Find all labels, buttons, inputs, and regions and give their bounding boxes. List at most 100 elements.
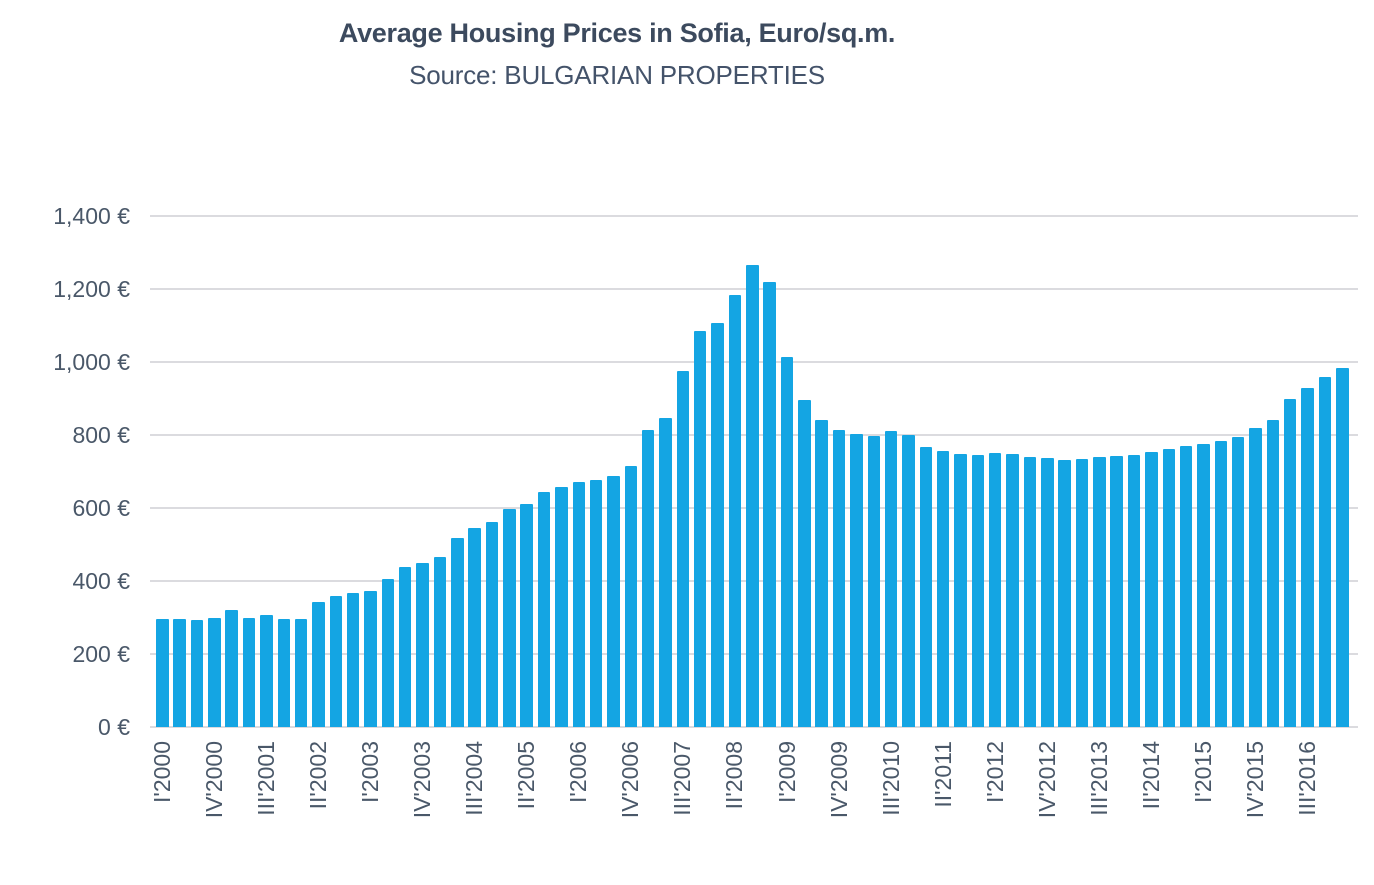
- x-tick-label-IV'2003: IV'2003: [409, 741, 436, 819]
- bar-I'2017: [1336, 367, 1349, 727]
- y-tick-label: 600 €: [72, 495, 130, 521]
- bar-II'2015: [1214, 441, 1228, 727]
- x-tick-label-I'2003: I'2003: [357, 741, 383, 803]
- bar-I'2015: [1197, 443, 1210, 727]
- y-tick-label: 200 €: [72, 641, 130, 667]
- bar-IV'2014: [1179, 445, 1193, 727]
- x-tick-label-III'2016: III'2016: [1294, 741, 1321, 816]
- x-tick-label-I'2009: I'2009: [773, 741, 800, 803]
- bar-III'2011: [954, 454, 967, 727]
- bar-II'2011: [936, 451, 950, 727]
- bar-IV'2013: [1110, 455, 1123, 727]
- gridline-1400: [150, 215, 1358, 217]
- bar-IV'2012: [1041, 457, 1054, 727]
- x-tick-label-I'2012: I'2012: [981, 741, 1008, 803]
- bar-III'2006: [607, 475, 620, 727]
- y-tick-label: 1,000 €: [53, 349, 130, 375]
- bar-IV'2007: [693, 331, 707, 727]
- x-tick-label-III'2013: III'2013: [1085, 741, 1112, 816]
- bar-III'2013: [1093, 457, 1106, 727]
- bar-I'2005: [503, 509, 516, 727]
- bar-III'2001: [260, 614, 273, 727]
- bar-III'2012: [1023, 456, 1037, 727]
- bar-IV'2002: [346, 592, 360, 727]
- bar-II'2007: [659, 417, 672, 727]
- bar-IV'2008: [763, 282, 776, 727]
- bar-III'2009: [815, 419, 828, 727]
- bar-II'2012: [1006, 454, 1019, 727]
- x-tick-label-III'2004: III'2004: [461, 741, 488, 816]
- bar-I'2008: [711, 322, 724, 727]
- bar-II'2013: [1075, 458, 1089, 727]
- bar-II'2016: [1283, 398, 1297, 727]
- bar-I'2003: [364, 590, 377, 727]
- bar-IV'2011: [971, 455, 985, 727]
- bar-I'2013: [1058, 460, 1071, 727]
- bar-II'2006: [589, 479, 603, 727]
- bar-I'2007: [641, 429, 655, 727]
- bar-I'2010: [850, 434, 863, 727]
- x-tick-label-III'2007: III'2007: [669, 741, 696, 816]
- bar-II'2014: [1145, 452, 1158, 727]
- x-tick-label-II'2014: II'2014: [1137, 741, 1164, 810]
- bar-I'2016: [1266, 420, 1280, 727]
- x-tick-label-II'2002: II'2002: [305, 741, 331, 810]
- bar-I'2001: [225, 609, 238, 727]
- bar-IV'2010: [902, 435, 915, 727]
- bar-I'2006: [572, 481, 586, 727]
- bar-I'2012: [988, 453, 1002, 728]
- bar-III'2015: [1231, 436, 1245, 727]
- x-tick-label-IV'2006: IV'2006: [617, 741, 644, 819]
- bar-IV'2000: [208, 618, 221, 727]
- bar-III'2000: [190, 620, 204, 727]
- y-tick-label: 1,200 €: [53, 276, 130, 302]
- chart-subtitle: Source: BULGARIAN PROPERTIES: [409, 60, 825, 90]
- gridline-0: [150, 726, 1358, 728]
- x-tick-label-III'2001: III'2001: [252, 741, 279, 816]
- bar-IV'2001: [277, 619, 291, 727]
- bar-IV'2016: [1318, 376, 1332, 727]
- x-tick-label-I'2015: I'2015: [1190, 741, 1216, 803]
- bar-IV'2003: [416, 562, 429, 728]
- bar-II'2002: [312, 602, 325, 727]
- bar-IV'2004: [485, 521, 499, 727]
- bar-III'2016: [1301, 387, 1314, 727]
- bar-II'2003: [381, 579, 395, 727]
- bar-I'2009: [780, 356, 794, 727]
- bar-II'2010: [867, 436, 881, 727]
- bar-III'2003: [398, 567, 412, 727]
- bar-I'2000: [156, 619, 169, 727]
- bar-III'2004: [468, 528, 481, 727]
- x-tick-label-I'2006: I'2006: [565, 741, 592, 803]
- bar-III'2008: [746, 264, 759, 727]
- bar-II'2000: [173, 619, 186, 727]
- x-tick-label-I'2000: I'2000: [148, 741, 175, 803]
- y-tick-label: 400 €: [72, 568, 130, 594]
- bar-III'2002: [329, 595, 343, 727]
- bar-I'2002: [294, 618, 308, 727]
- x-tick-label-II'2008: II'2008: [721, 741, 748, 810]
- bar-I'2011: [919, 446, 933, 727]
- x-tick-label-IV'2000: IV'2000: [200, 741, 227, 819]
- x-tick-label-III'2010: III'2010: [877, 741, 904, 816]
- bar-I'2014: [1127, 455, 1141, 727]
- x-tick-label-IV'2015: IV'2015: [1242, 741, 1268, 819]
- bar-II'2001: [242, 618, 256, 727]
- bar-I'2004: [433, 557, 447, 727]
- bar-IV'2005: [555, 486, 568, 727]
- x-tick-label-II'2011: II'2011: [929, 741, 956, 808]
- bar-IV'2015: [1249, 428, 1262, 727]
- y-tick-label: 1,400 €: [53, 203, 130, 229]
- y-tick-label: 800 €: [72, 422, 130, 448]
- bar-III'2014: [1162, 448, 1176, 727]
- x-tick-label-II'2005: II'2005: [513, 741, 540, 810]
- bar-II'2009: [798, 400, 811, 727]
- bar-IV'2009: [832, 429, 846, 727]
- bar-IV'2006: [624, 466, 638, 727]
- bar-II'2004: [451, 537, 464, 727]
- bar-III'2005: [537, 491, 551, 727]
- x-tick-label-IV'2012: IV'2012: [1033, 741, 1060, 819]
- bar-III'2007: [676, 371, 690, 727]
- x-tick-label-IV'2009: IV'2009: [825, 741, 852, 819]
